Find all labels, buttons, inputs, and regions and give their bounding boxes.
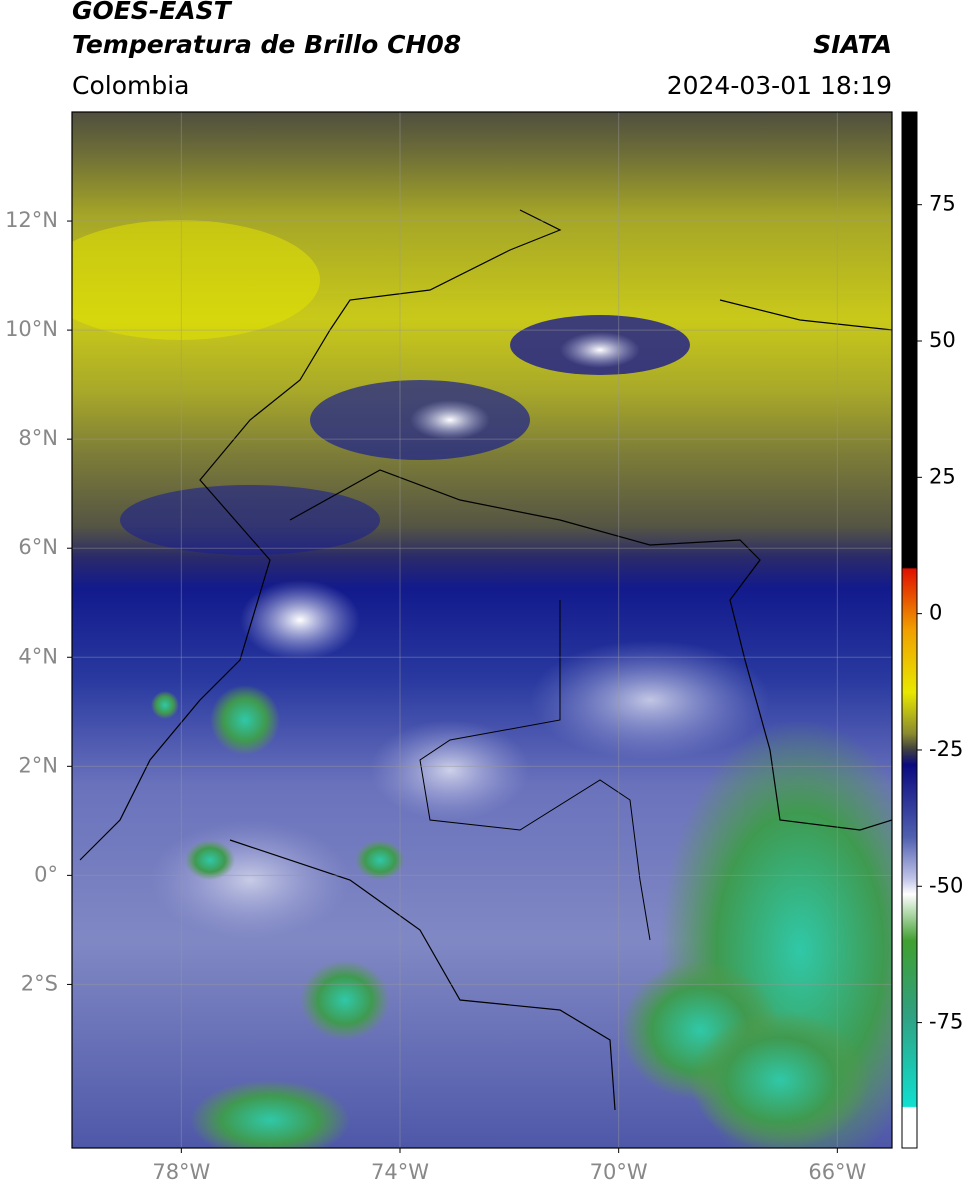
colorbar-label: 25	[929, 464, 956, 488]
lat-label: 2°N	[18, 753, 58, 777]
timestamp: 2024-03-01 18:19	[667, 71, 892, 100]
colorbar-label: -25	[929, 737, 963, 761]
colorbar-label: 0	[929, 601, 942, 625]
lat-label: 12°N	[5, 208, 58, 232]
lat-label: 6°N	[18, 535, 58, 559]
org: SIATA	[813, 30, 892, 59]
colorbar	[901, 111, 918, 1149]
graticule	[72, 112, 892, 1148]
lat-label: 10°N	[5, 317, 58, 341]
region: Colombia	[72, 71, 189, 100]
map-frame	[71, 111, 893, 1149]
title: GOES-EAST	[72, 0, 233, 25]
lat-label: 8°N	[18, 426, 58, 450]
colorbar-label: -50	[929, 873, 963, 897]
lon-label: 70°W	[590, 1160, 648, 1184]
lat-label: 2°S	[21, 971, 58, 995]
lat-label: 0°	[34, 862, 58, 886]
lon-label: 66°W	[808, 1160, 866, 1184]
lat-label: 4°N	[18, 644, 58, 668]
subtitle: Temperatura de Brillo CH08	[72, 30, 461, 59]
colorbar-label: 75	[929, 192, 956, 216]
colorbar-label: 50	[929, 328, 956, 352]
colorbar-label: -75	[929, 1010, 963, 1034]
lon-label: 78°W	[152, 1160, 210, 1184]
satellite-image	[72, 112, 892, 1148]
lon-label: 74°W	[371, 1160, 429, 1184]
